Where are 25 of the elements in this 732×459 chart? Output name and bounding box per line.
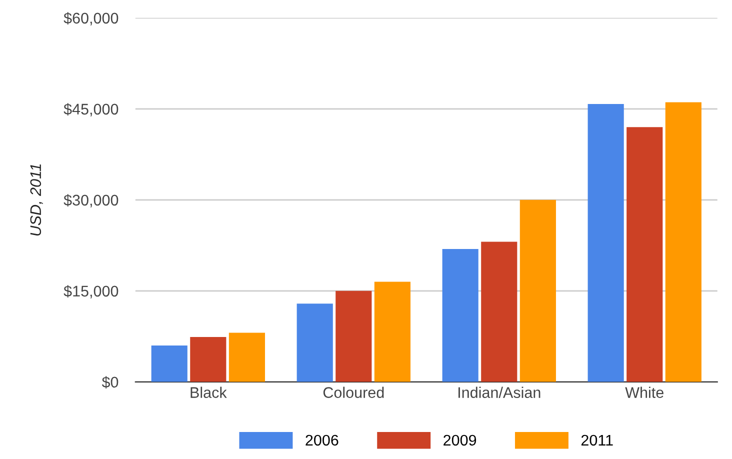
- bar: [520, 200, 556, 382]
- y-tick-label: $45,000: [64, 103, 118, 116]
- bar: [374, 282, 410, 382]
- bar: [296, 304, 333, 382]
- x-tick-label: White: [625, 386, 664, 398]
- bar: [151, 345, 188, 382]
- bar: [588, 104, 624, 382]
- bar: [228, 332, 265, 382]
- bar: [665, 102, 702, 382]
- bar: [626, 127, 663, 382]
- bar: [442, 249, 478, 382]
- y-axis-title: USD, 2011: [30, 164, 43, 236]
- y-tick-label: $30,000: [64, 194, 118, 208]
- x-tick-label: Indian/Asian: [458, 386, 540, 398]
- y-tick-label: $0: [102, 376, 118, 388]
- x-tick-label: Black: [190, 386, 227, 398]
- legend-label: 2006: [306, 434, 338, 446]
- x-tick-label: Coloured: [323, 386, 384, 398]
- y-tick-label: $60,000: [64, 12, 118, 26]
- bar: [336, 290, 372, 382]
- y-tick-label: $15,000: [64, 285, 118, 298]
- bar: [481, 242, 518, 382]
- bar: [190, 336, 226, 382]
- legend-label: 2011: [581, 434, 613, 446]
- legend-label: 2009: [444, 434, 476, 446]
